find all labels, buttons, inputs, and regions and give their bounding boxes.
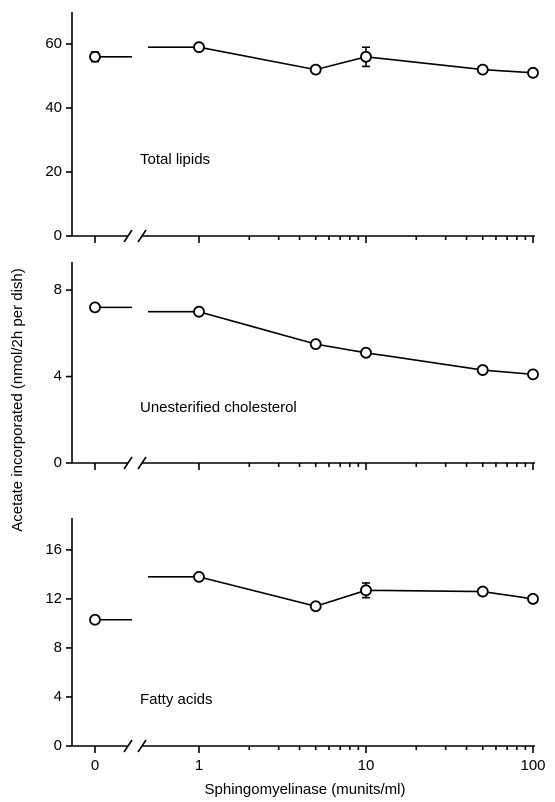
x-tick-label: 0	[91, 757, 99, 774]
axis-break	[137, 456, 147, 470]
marker	[527, 66, 539, 79]
marker	[360, 584, 372, 597]
marker	[193, 570, 205, 583]
x-tick-label: 100	[520, 757, 545, 774]
marker	[527, 368, 539, 381]
y-tick-label: 40	[45, 99, 62, 116]
marker	[193, 41, 205, 54]
y-tick-label: 0	[54, 454, 62, 471]
marker	[89, 301, 101, 314]
marker	[89, 50, 101, 63]
marker	[527, 593, 539, 605]
marker	[193, 305, 205, 318]
marker	[309, 338, 322, 351]
marker	[309, 600, 322, 613]
y-axis-label: Acetate incorporated (nmol/2h per dish)	[9, 268, 26, 531]
panel-label: Total lipids	[140, 151, 210, 168]
y-tick-label: 12	[45, 590, 62, 607]
y-tick-label: 60	[45, 35, 62, 52]
y-tick-label: 8	[54, 639, 62, 656]
x-tick-label: 1	[195, 757, 203, 774]
marker	[476, 364, 489, 376]
x-tick-label: 10	[358, 757, 375, 774]
axis-break	[137, 229, 147, 243]
panel-label: Unesterified cholesterol	[140, 399, 297, 416]
y-tick-label: 0	[54, 227, 62, 244]
y-tick-label: 0	[54, 737, 62, 754]
y-tick-label: 4	[54, 688, 62, 705]
y-tick-label: 8	[54, 281, 62, 298]
marker	[360, 50, 372, 63]
x-axis-label: Sphingomyelinase (munits/ml)	[205, 781, 406, 798]
axis-break	[137, 739, 147, 753]
marker	[476, 63, 489, 76]
y-tick-label: 4	[54, 368, 62, 385]
y-tick-label: 20	[45, 163, 62, 180]
axis-break	[123, 456, 133, 470]
axis-break	[123, 739, 133, 753]
marker	[476, 585, 489, 598]
marker	[89, 613, 101, 626]
axis-break	[123, 229, 133, 243]
marker	[360, 346, 372, 359]
marker	[309, 63, 322, 76]
y-tick-label: 16	[45, 541, 62, 558]
panel-label: Fatty acids	[140, 691, 213, 708]
